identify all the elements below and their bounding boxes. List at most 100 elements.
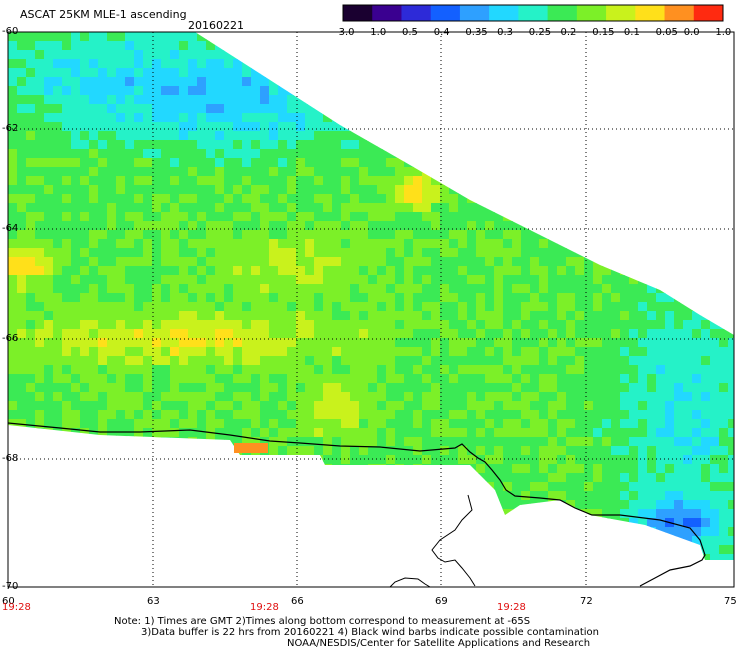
mle-cell [233,302,243,312]
mle-cell [557,410,567,420]
mle-cell [233,86,243,96]
mle-cell [98,338,108,348]
mle-cell [377,383,387,393]
mle-cell [656,356,666,366]
mle-cell [53,275,63,285]
mle-cell [323,176,333,186]
mle-cell [98,131,108,141]
mle-cell [413,410,423,420]
mle-cell [377,131,387,141]
mle-cell [242,131,252,141]
mle-cell [440,158,450,168]
mle-cell [485,77,495,87]
mle-cell [611,338,621,348]
mle-cell [197,464,207,474]
mle-cell [539,113,549,123]
mle-cell [152,104,162,114]
mle-cell [674,212,684,222]
mle-cell [53,509,63,519]
mle-cell [17,347,27,357]
mle-cell [521,59,531,69]
mle-cell [377,347,387,357]
mle-cell [134,446,144,456]
mle-cell [467,464,477,474]
mle-cell [350,302,360,312]
mle-cell [62,140,72,150]
mle-cell [35,50,45,60]
mle-cell [512,500,522,510]
mle-cell [476,482,486,492]
mle-cell [161,113,171,123]
mle-cell [503,167,513,177]
mle-cell [296,248,306,258]
mle-cell [233,257,243,267]
mle-cell [134,230,144,240]
mle-cell [458,482,468,492]
mle-cell [476,383,486,393]
mle-cell [35,122,45,132]
mle-cell [494,293,504,303]
mle-cell [422,131,432,141]
mle-cell [683,302,693,312]
mle-cell [728,527,734,537]
mle-cell [566,212,576,222]
mle-cell [224,464,234,474]
mle-cell [8,320,18,330]
mle-cell [431,221,441,231]
mle-cell [161,347,171,357]
mle-cell [692,68,702,78]
mle-cell [665,545,675,555]
mle-cell [8,329,18,339]
mle-cell [350,221,360,231]
mle-cell [557,428,567,438]
mle-cell [62,185,72,195]
mle-cell [683,239,693,249]
mle-cell [521,86,531,96]
mle-cell [638,149,648,159]
mle-cell [296,167,306,177]
mle-cell [503,473,513,483]
mle-cell [296,446,306,456]
mle-cell [476,491,486,501]
mle-cell [368,239,378,249]
mle-cell [557,347,567,357]
mle-cell [386,203,396,213]
mle-cell [701,491,711,501]
mle-cell [242,374,252,384]
mle-cell [368,86,378,96]
mle-cell [458,167,468,177]
mle-cell [575,338,585,348]
mle-cell [359,410,369,420]
mle-cell [512,77,522,87]
mle-cell [386,68,396,78]
mle-cell [143,257,153,267]
mle-cell [26,545,36,555]
mle-cell [719,563,729,573]
mle-cell [188,338,198,348]
mle-cell [269,167,279,177]
mle-cell [89,338,99,348]
mle-cell [359,455,369,465]
mle-cell [593,86,603,96]
mle-cell [377,230,387,240]
mle-cell [656,518,666,528]
mle-cell [206,554,216,560]
mle-cell [188,401,198,411]
mle-cell [386,185,396,195]
mle-cell [260,176,270,186]
mle-cell [251,176,261,186]
mle-cell [530,212,540,222]
mle-cell [494,104,504,114]
mle-cell [350,518,360,528]
mle-cell [53,95,63,105]
mle-cell [386,383,396,393]
mle-cell [728,185,734,195]
mle-cell [467,428,477,438]
mle-cell [62,230,72,240]
mle-cell [134,518,144,528]
mle-cell [719,284,729,294]
mle-cell [242,95,252,105]
mle-cell [494,284,504,294]
mle-cell [35,374,45,384]
mle-cell [377,365,387,375]
